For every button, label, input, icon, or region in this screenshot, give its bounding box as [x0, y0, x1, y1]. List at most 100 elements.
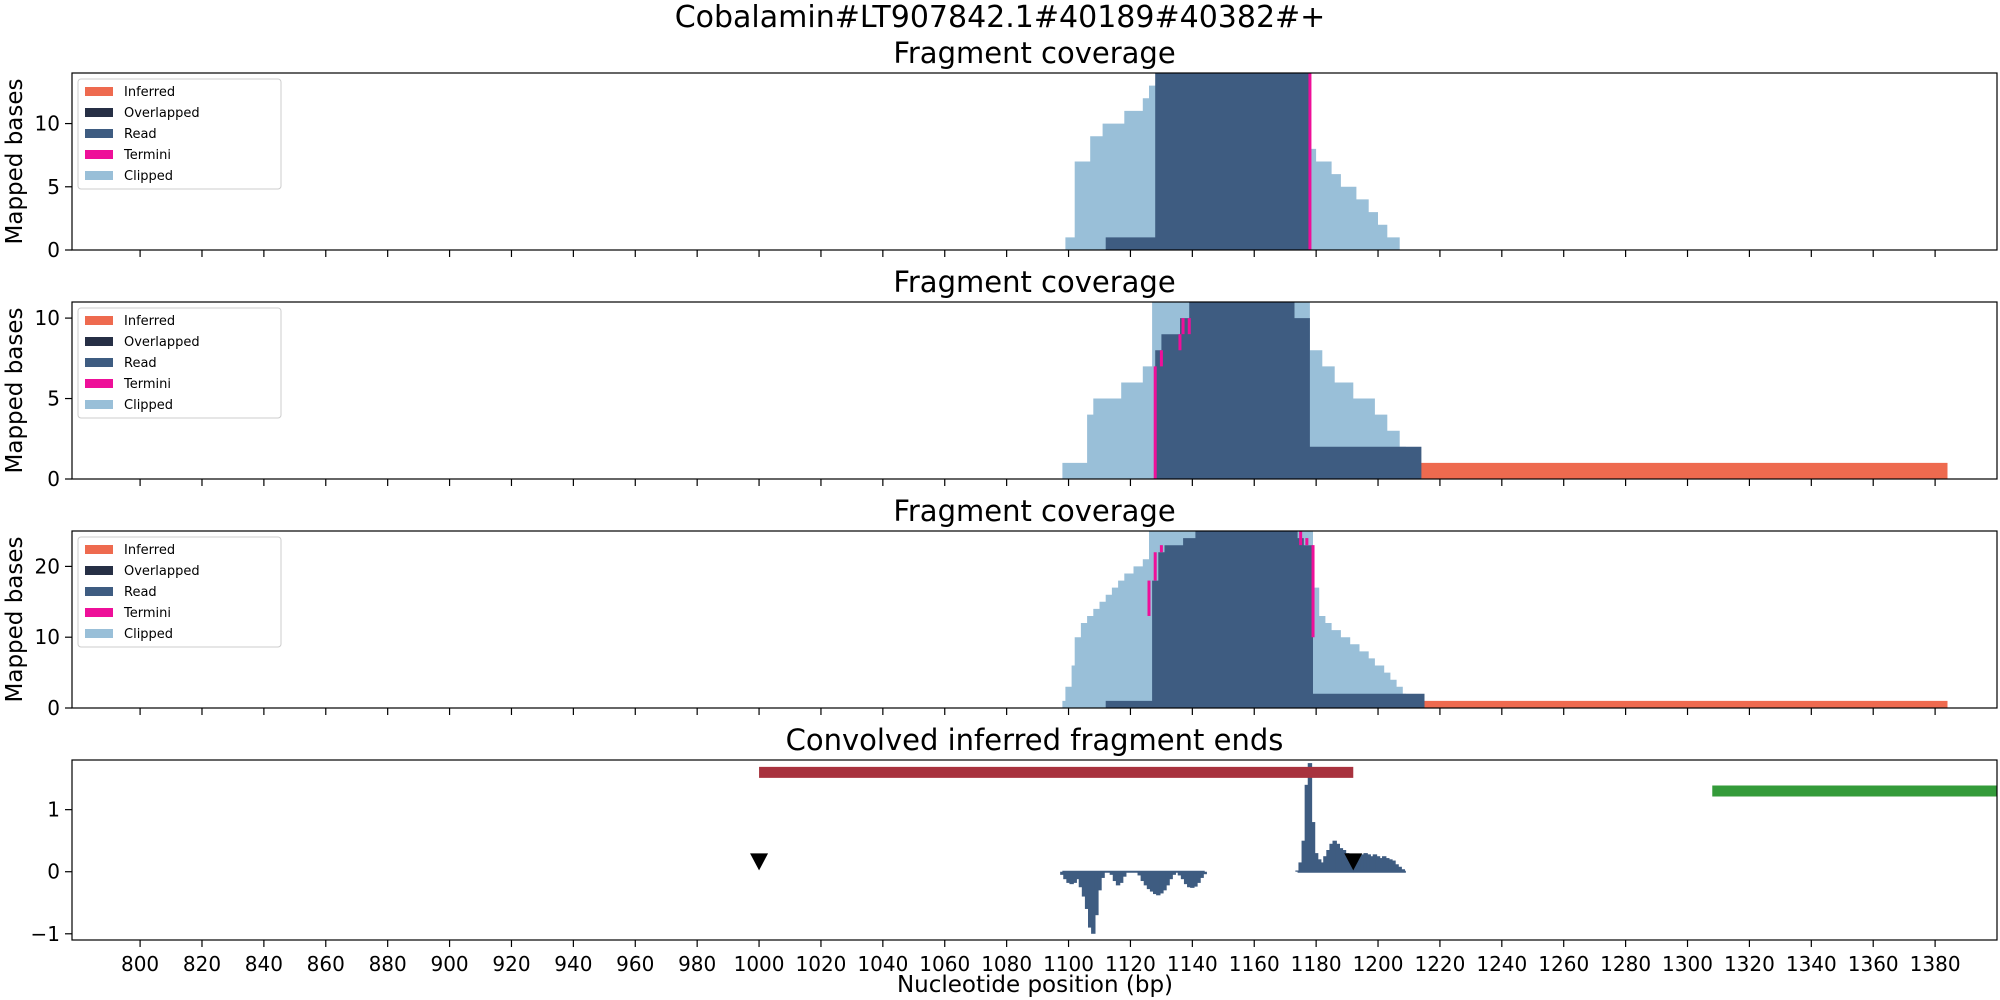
x-tick-label: 800: [121, 952, 159, 976]
legend-swatch-overlapped: [85, 337, 113, 346]
legend-label-read: Read: [124, 127, 157, 142]
x-tick-label: 1180: [1291, 952, 1342, 976]
end-bar: [1394, 864, 1399, 872]
x-tick-label: 1340: [1786, 952, 1837, 976]
x-tick-label: 920: [492, 952, 530, 976]
end-bar: [1091, 871, 1096, 934]
y-axis-label: Mapped bases: [2, 307, 28, 473]
legend-swatch-termini: [85, 150, 113, 159]
legend-label-overlapped: Overlapped: [124, 106, 200, 121]
end-bar: [1388, 859, 1393, 872]
series-read: [1155, 302, 1422, 479]
legend-swatch-inferred: [85, 316, 113, 325]
legend-label-read: Read: [124, 356, 157, 371]
panel-2: Fragment coverage 0 5 10 Mapped bases Inferre…: [2, 265, 1998, 491]
end-bar: [1063, 871, 1068, 880]
x-tick-label: 1100: [1043, 952, 1094, 976]
x-tick-label: 960: [616, 952, 654, 976]
end-bar: [1335, 843, 1340, 872]
end-bar: [1313, 853, 1319, 872]
y-tick-label: 0: [47, 238, 60, 262]
end-bar: [1152, 871, 1158, 895]
end-bar: [1084, 871, 1090, 909]
x-tick-label: 1320: [1724, 952, 1775, 976]
legend-label-clipped: Clipped: [124, 169, 173, 184]
axes-frame: [71, 530, 1998, 709]
end-bar: [1078, 871, 1084, 888]
end-bar: [1066, 871, 1071, 883]
y-tick-label: 5: [47, 387, 60, 411]
legend: Inferred Overlapped Read Termini Clipped: [77, 307, 282, 419]
end-bar: [1100, 871, 1105, 878]
x-tick-label: 880: [369, 952, 407, 976]
legend-label-read: Read: [124, 585, 157, 600]
legend-label-clipped: Clipped: [124, 398, 173, 413]
y-tick-label: 5: [47, 175, 60, 199]
series-read: [1105, 531, 1425, 708]
end-bar: [1369, 856, 1375, 872]
end-bar: [1196, 871, 1201, 883]
x-tick-label: 940: [554, 952, 592, 976]
legend-swatch-overlapped: [85, 566, 113, 575]
legend-label-termini: Termini: [123, 606, 171, 621]
end-bar: [1372, 854, 1378, 872]
legend: Inferred Overlapped Read Termini Clipped: [77, 78, 282, 190]
y-tick-label: 1: [47, 798, 60, 822]
end-bar: [1338, 848, 1344, 872]
end-bar: [1357, 856, 1362, 872]
legend-swatch-clipped: [85, 171, 113, 180]
plot-area: [1062, 302, 1948, 479]
panel-title: Fragment coverage: [893, 265, 1175, 299]
end-bar: [1081, 871, 1087, 897]
end-bar: [1115, 871, 1121, 886]
end-bar: [1149, 871, 1155, 892]
legend-label-overlapped: Overlapped: [124, 335, 200, 350]
y-tick-label: 10: [35, 306, 60, 330]
end-bar: [1146, 871, 1152, 890]
end-bar: [1382, 856, 1387, 872]
x-tick-label: 1360: [1848, 952, 1899, 976]
x-tick-label: 1380: [1910, 952, 1961, 976]
end-bar: [1363, 853, 1368, 872]
end-bar: [1385, 858, 1390, 872]
x-tick-label: 860: [307, 952, 345, 976]
legend-label-inferred: Inferred: [124, 314, 175, 329]
end-bar: [1326, 850, 1331, 872]
legend-swatch-clipped: [85, 400, 113, 409]
end-bar: [1397, 866, 1402, 872]
y-tick-label: 0: [47, 467, 60, 491]
end-bar: [1187, 871, 1192, 888]
y-tick-label: −1: [31, 922, 60, 946]
legend-swatch-clipped: [85, 629, 113, 638]
axes-frame: [71, 72, 1998, 251]
y-tick-label: 20: [35, 554, 60, 578]
end-bar: [1323, 856, 1328, 872]
x-tick-label: 1000: [734, 952, 785, 976]
legend-swatch-termini: [85, 379, 113, 388]
legend-swatch-read: [85, 358, 113, 367]
end-bar: [1159, 871, 1164, 894]
x-tick-label: 1300: [1662, 952, 1713, 976]
end-bar: [1088, 871, 1093, 928]
end-bar: [1320, 862, 1325, 872]
legend-swatch-read: [85, 587, 113, 596]
end-bar: [1060, 871, 1065, 875]
end-bar: [1165, 871, 1170, 886]
end-bar: [1193, 871, 1198, 887]
legend-swatch-read: [85, 129, 113, 138]
end-bar: [1122, 871, 1127, 877]
x-tick-label: 1120: [1105, 952, 1156, 976]
end-bar: [1301, 840, 1306, 872]
legend-label-inferred: Inferred: [124, 85, 175, 100]
legend-label-inferred: Inferred: [124, 543, 175, 558]
y-tick-label: 10: [35, 625, 60, 649]
legend-swatch-inferred: [85, 87, 113, 96]
end-bar: [1168, 871, 1173, 880]
panel-title: Fragment coverage: [893, 494, 1175, 528]
end-bar: [1317, 859, 1322, 872]
end-bar: [1180, 871, 1186, 880]
end-bar: [1391, 860, 1396, 872]
legend-box: [77, 78, 282, 190]
panel-title: Fragment coverage: [893, 36, 1175, 70]
end-bar: [1156, 871, 1161, 896]
